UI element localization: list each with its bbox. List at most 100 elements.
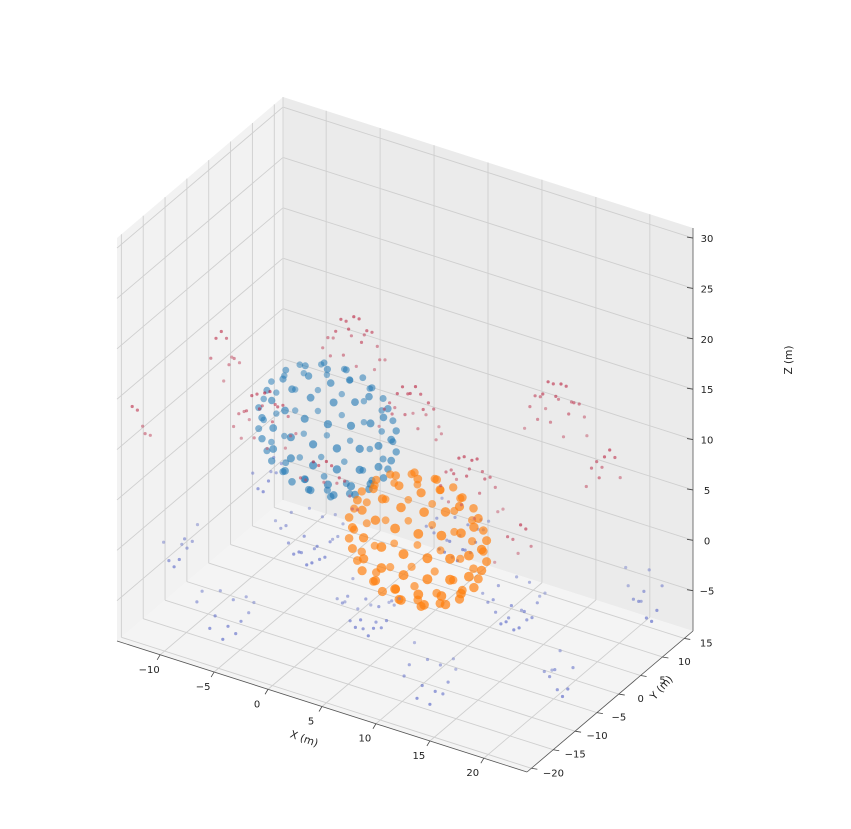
surface-point	[279, 526, 283, 530]
sphere-point-blue	[338, 390, 345, 398]
surface-point	[533, 394, 537, 398]
surface-point	[597, 476, 601, 480]
sphere-point-orange	[436, 591, 447, 601]
surface-point	[382, 407, 386, 411]
sphere-point-orange	[469, 564, 478, 573]
sphere-point-blue	[281, 432, 288, 440]
surface-point	[326, 336, 330, 340]
surface-point	[535, 601, 539, 605]
surface-point	[256, 487, 260, 491]
surface-point	[454, 667, 458, 671]
surface-point	[353, 625, 357, 630]
z-tick-label: 25	[701, 284, 714, 295]
surface-point	[434, 438, 438, 442]
sphere-point-orange	[469, 504, 478, 513]
sphere-point-blue	[268, 378, 275, 385]
sphere-point-orange	[454, 501, 465, 512]
surface-point	[647, 568, 651, 572]
surface-point	[402, 674, 406, 678]
sphere-point-blue	[255, 425, 263, 433]
sphere-point-orange	[419, 507, 429, 517]
surface-point	[213, 614, 217, 618]
surface-point	[260, 404, 264, 408]
sphere-point-orange	[479, 526, 488, 535]
surface-point	[543, 591, 547, 595]
surface-point	[224, 336, 229, 340]
data-points	[130, 315, 664, 706]
surface-point	[491, 598, 495, 602]
sphere-point-orange	[456, 554, 465, 563]
surface-point	[365, 329, 369, 333]
surface-point	[230, 355, 234, 359]
x-tick-mark	[264, 689, 269, 695]
sphere-point-blue	[341, 458, 348, 466]
surface-point	[352, 315, 356, 319]
sphere-point-orange	[362, 519, 371, 528]
y-tick-label: −5	[612, 713, 627, 724]
surface-point	[335, 481, 339, 485]
sphere-point-orange	[353, 495, 362, 505]
surface-point	[419, 392, 423, 396]
sphere-point-blue	[323, 371, 331, 378]
surface-point	[218, 589, 222, 593]
surface-point	[348, 619, 352, 623]
x-tick-label: 20	[466, 768, 479, 779]
surface-point	[618, 476, 622, 480]
x-axis-line	[116, 640, 528, 773]
sphere-point-blue	[269, 424, 278, 432]
surface-point	[281, 403, 285, 407]
surface-point	[481, 591, 485, 595]
surface-point	[548, 420, 553, 424]
surface-point	[239, 619, 243, 623]
sphere-point-blue	[374, 441, 383, 450]
x-axis-label: X (m)	[288, 729, 319, 750]
sphere-point-blue	[355, 444, 364, 453]
y-tick-mark	[640, 675, 647, 677]
sphere-point-orange	[476, 565, 487, 576]
surface-point	[324, 459, 328, 464]
surface-point	[244, 595, 248, 599]
y-tick-label: 0	[638, 694, 644, 705]
surface-point	[519, 608, 524, 612]
grid-line-z	[116, 408, 284, 551]
surface-point	[454, 477, 459, 481]
surface-point	[554, 394, 558, 398]
surface-point	[143, 432, 147, 436]
surface-point	[350, 507, 354, 511]
surface-point	[637, 599, 641, 604]
surface-point	[467, 467, 471, 471]
surface-point	[440, 496, 444, 500]
x-tick-label: 10	[359, 734, 372, 745]
sphere-point-blue	[351, 398, 359, 406]
surface-point	[446, 680, 450, 684]
surface-point	[378, 358, 382, 362]
sphere-point-blue	[379, 474, 388, 482]
surface-point	[390, 412, 394, 416]
surface-point	[250, 394, 254, 398]
surface-point	[478, 491, 482, 495]
surface-point	[493, 560, 497, 564]
surface-point	[564, 384, 568, 388]
surface-point	[589, 466, 594, 470]
sphere-point-blue	[306, 393, 315, 402]
surface-point	[302, 534, 306, 538]
sphere-point-orange	[413, 589, 424, 600]
surface-point	[312, 547, 316, 551]
surface-point	[343, 600, 347, 604]
sphere-point-blue	[320, 473, 328, 480]
z-tick-label: 0	[704, 536, 710, 547]
sphere-point-orange	[416, 488, 426, 498]
sphere-point-orange	[357, 547, 366, 556]
sphere-point-orange	[398, 570, 409, 581]
sphere-point-orange	[347, 523, 357, 532]
surface-point	[538, 594, 542, 598]
y-axis-line	[526, 630, 694, 773]
sphere-point-blue	[360, 398, 368, 405]
surface-point	[305, 563, 309, 567]
sphere-point-blue	[329, 398, 338, 407]
grid-line-x	[429, 599, 597, 742]
surface-point	[208, 626, 212, 631]
sphere-point-orange	[419, 600, 429, 610]
surface-point	[416, 427, 420, 431]
